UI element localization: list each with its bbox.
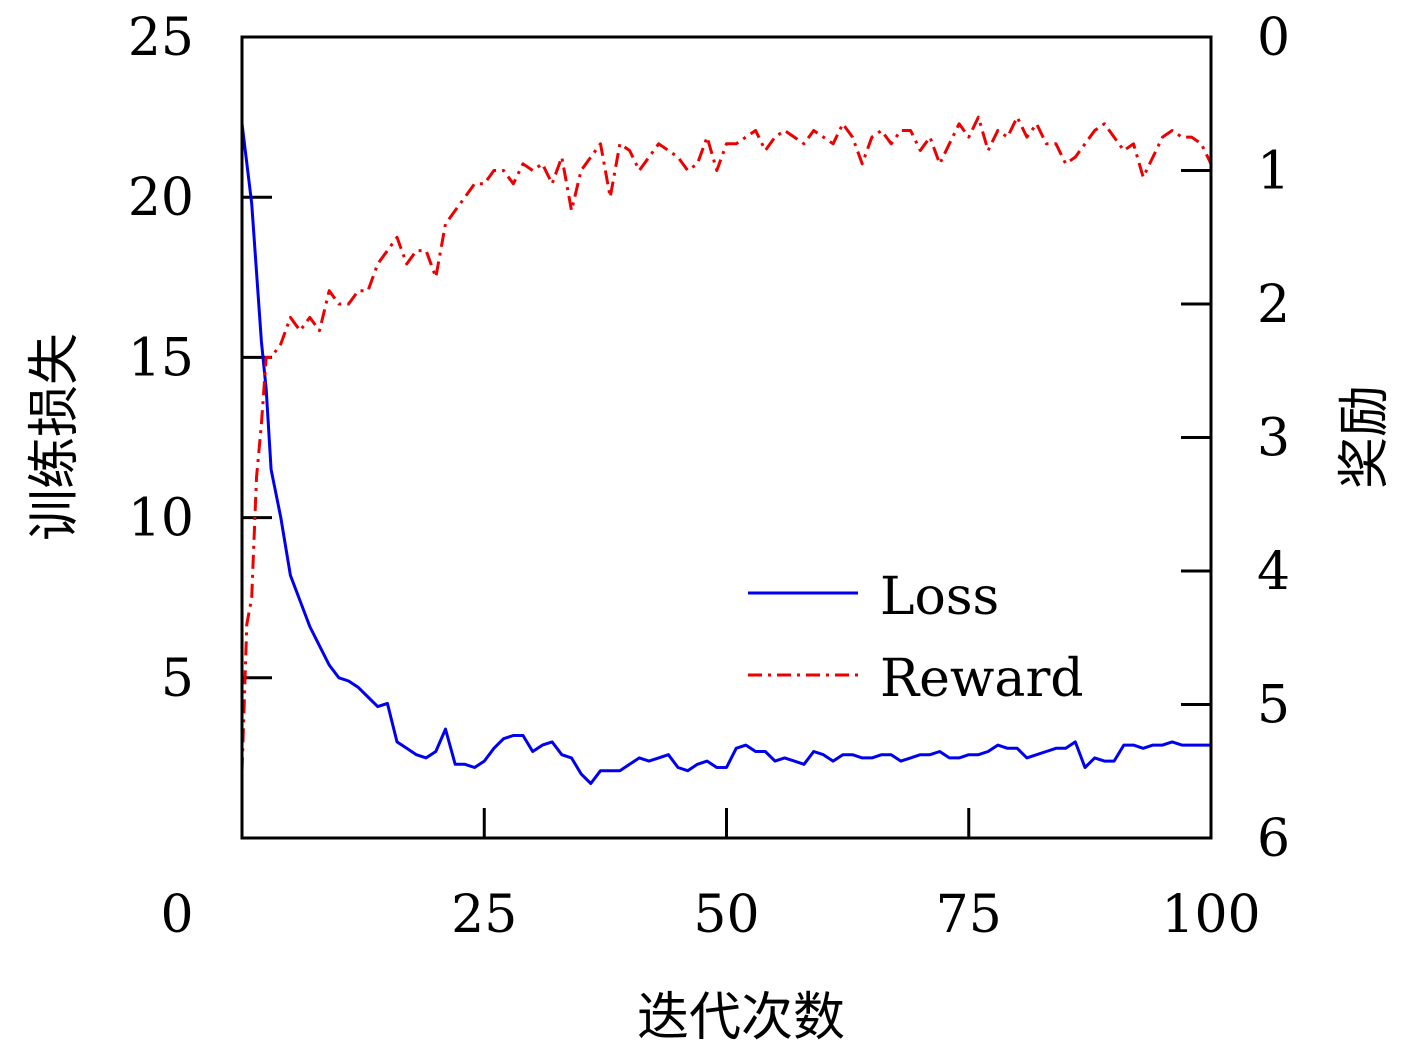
y-right-tick-label: 0: [1257, 8, 1290, 68]
y-right-tick-label: 4: [1257, 542, 1290, 602]
x-tick-label: 50: [693, 885, 759, 945]
x-axis-title: 迭代次数: [637, 988, 845, 1045]
y-right-tick-label: 1: [1257, 142, 1290, 202]
x-tick-label: 75: [936, 885, 1002, 945]
plot-frame: [240, 35, 1213, 840]
y-left-tick-label: 15: [128, 328, 194, 388]
y-right-axis-title: 奖励: [1335, 385, 1395, 489]
y-left-tick-label: 20: [128, 168, 194, 228]
axis-ticks: [242, 169, 1211, 838]
legend: Loss Reward: [748, 567, 1084, 709]
y-left-axis-title: 训练损失: [25, 333, 85, 541]
series-line-reward: [240, 115, 1213, 772]
series-line-loss: [240, 123, 1211, 785]
series-lines: [240, 115, 1213, 785]
y-right-tick-label: 2: [1257, 275, 1290, 335]
y-right-tick-label: 6: [1257, 809, 1290, 869]
legend-label-loss: Loss: [880, 567, 999, 627]
x-tick-label: 25: [451, 885, 517, 945]
legend-label-reward: Reward: [880, 649, 1084, 709]
y-left-tick-label: 25: [128, 8, 194, 68]
y-right-tick-label: 5: [1257, 676, 1290, 736]
y-left-tick-label: 10: [128, 489, 194, 549]
tick-labels: 0 25 50 75 100 5 10 15 20 25 0 1 2 3 4 5 6: [128, 8, 1290, 945]
x-tick-label: 0: [160, 885, 193, 945]
x-tick-label: 100: [1161, 885, 1260, 945]
y-left-tick-label: 5: [161, 649, 194, 709]
y-right-tick-label: 3: [1257, 409, 1290, 469]
